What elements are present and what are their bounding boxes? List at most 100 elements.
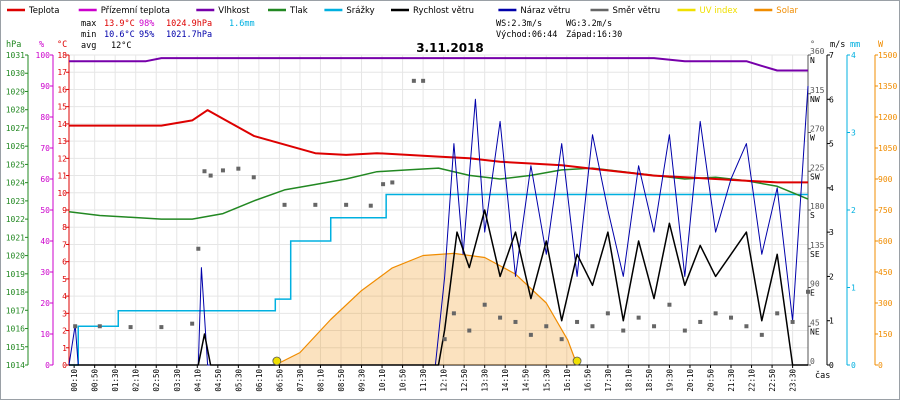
stat-max-press: 1024.9hPa [166, 19, 212, 29]
wind-dir-point-6 [202, 169, 207, 174]
axis-label-hpa-0: 1031 [6, 51, 25, 60]
stat-max-rain: 1.6mm [229, 19, 255, 29]
wind-dir-point-21 [467, 328, 472, 333]
axis-label-hpa-11: 1020 [6, 252, 25, 261]
axis-label-w-10: 0 [878, 361, 883, 370]
stats-panel: max 13.9°C 98% 1024.9hPa 1.6mm min 10.6°… [81, 19, 622, 51]
axis-label-w-5: 750 [878, 206, 893, 215]
wind-dir-point-39 [744, 324, 749, 329]
stat-min-hum: 95% [139, 30, 154, 40]
x-tick-label-23: 15:30 [542, 369, 551, 392]
axis-label-pct-2: 80 [40, 113, 50, 122]
x-tick-label-5: 03:30 [173, 369, 182, 392]
stat-avg-temp: 12°C [111, 41, 131, 51]
axis-label-wdir-deg-5: 135 [810, 241, 825, 250]
x-tick-label-29: 19:30 [665, 369, 674, 392]
wind-dir-point-2 [128, 325, 133, 330]
x-tick-label-34: 22:50 [768, 369, 777, 392]
axis-label-hpa-6: 1025 [6, 160, 25, 169]
legend-background [2, 2, 898, 17]
x-tick-label-35: 23:30 [789, 369, 798, 392]
stat-avg-label: avg [81, 41, 96, 51]
wind-dir-point-8 [220, 168, 225, 173]
stat-wg: WG:3.2m/s [566, 19, 612, 29]
axis-label-hpa-12: 1019 [6, 270, 25, 279]
axis-label-w-0: 1500 [878, 51, 897, 60]
x-tick-label-13: 08:50 [337, 369, 346, 392]
wind-dir-point-36 [698, 319, 703, 324]
wind-dir-point-0 [73, 324, 78, 329]
x-tick-label-24: 16:10 [563, 369, 572, 392]
x-tick-label-15: 10:10 [378, 369, 387, 392]
wind-dir-point-33 [652, 324, 657, 329]
wind-dir-point-26 [544, 324, 549, 329]
axis-label-hpa-14: 1017 [6, 306, 25, 315]
uv-marker-1 [572, 356, 582, 366]
stat-sunset: Západ:16:30 [566, 30, 622, 40]
legend-label-7: Směr větru [613, 6, 661, 16]
axis-label-ms-4: 3 [829, 228, 834, 237]
axis-label-wdir-dir-3: SW [810, 172, 820, 181]
axis-label-wdir-deg-4: 180 [810, 202, 825, 211]
wind-dir-point-28 [575, 319, 580, 324]
wind-dir-point-7 [208, 173, 213, 178]
series-pressure [68, 167, 809, 220]
wind-dir-point-4 [190, 321, 195, 326]
wind-dir-point-31 [621, 328, 626, 333]
wind-dir-point-14 [368, 203, 373, 208]
legend-label-8: UV index [700, 6, 738, 16]
stat-ws: WS:2.3m/s [496, 19, 542, 29]
x-tick-label-7: 04:50 [214, 369, 223, 392]
axis-label-w-8: 300 [878, 299, 893, 308]
series-layer [68, 57, 810, 366]
axis-label-wdir-dir-0: N [810, 56, 815, 65]
x-tick-label-19: 12:50 [460, 369, 469, 392]
legend-label-2: Vlhkost [218, 6, 250, 16]
axis-label-temp-14: 4 [62, 292, 67, 301]
axis-label-wdir-dir-5: SE [810, 250, 820, 259]
axis-label-mm-2: 2 [851, 206, 856, 215]
axis-label-pct-6: 40 [40, 237, 50, 246]
axis-label-w-4: 900 [878, 175, 893, 184]
wind-dir-point-30 [605, 311, 610, 316]
axis-label-temp-8: 10 [57, 189, 67, 198]
x-tick-label-18: 12:10 [440, 369, 449, 392]
wind-dir-point-11 [282, 202, 287, 207]
axis-label-wdir-dir-7: NE [810, 327, 820, 336]
axis-unit-hpa: hPa [6, 40, 21, 50]
x-tick-label-25: 16:50 [583, 369, 592, 392]
wind-dir-point-10 [251, 175, 256, 180]
wind-dir-point-25 [528, 332, 533, 337]
x-tick-label-9: 06:10 [255, 369, 264, 392]
axis-label-ms-1: 6 [829, 95, 834, 104]
x-tick-label-32: 21:30 [727, 369, 736, 392]
x-tick-label-14: 09:30 [358, 369, 367, 392]
wind-dir-point-20 [451, 311, 456, 316]
x-tick-label-20: 13:30 [481, 369, 490, 392]
axis-label-pct-9: 10 [40, 330, 50, 339]
wind-dir-point-37 [713, 311, 718, 316]
wind-dir-point-41 [775, 311, 780, 316]
stat-min-label: min [81, 30, 96, 40]
x-tick-label-4: 02:50 [152, 369, 161, 392]
stat-sunrise: Východ:06:44 [496, 30, 557, 40]
wind-dir-point-15 [381, 182, 386, 187]
wind-dir-point-24 [513, 319, 518, 324]
axis-label-temp-11: 7 [62, 240, 67, 249]
x-tick-label-21: 14:10 [501, 369, 510, 392]
series-temperature [69, 109, 808, 184]
x-tick-label-26: 17:30 [604, 369, 613, 392]
x-tick-label-27: 18:10 [624, 369, 633, 392]
x-tick-label-0: 00:10 [70, 369, 79, 392]
wind-dir-point-32 [636, 315, 641, 320]
wind-dir-point-13 [344, 202, 349, 207]
axis-label-hpa-8: 1023 [6, 197, 25, 206]
x-tick-label-30: 20:10 [686, 369, 695, 392]
axis-label-pct-5: 50 [40, 206, 50, 215]
wind-dir-point-5 [196, 246, 201, 251]
series-rain [69, 193, 808, 366]
wind-dir-point-12 [313, 202, 318, 207]
axis-label-wdir-deg-2: 270 [810, 125, 825, 134]
stat-max-label: max [81, 19, 96, 29]
